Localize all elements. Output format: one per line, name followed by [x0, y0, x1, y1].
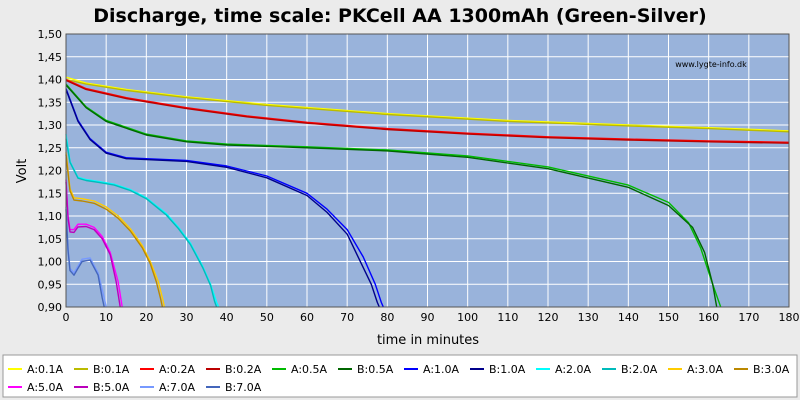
x-tick-label: 50 — [260, 311, 274, 324]
legend-label: A:0.1A — [27, 363, 64, 376]
legend-label: B:0.5A — [357, 363, 394, 376]
series-line — [65, 78, 790, 133]
x-tick-label: 180 — [779, 311, 800, 324]
legend-label: A:1.0A — [423, 363, 460, 376]
watermark: www.lygte-info.dk — [675, 60, 747, 69]
y-tick-label: 1,10 — [38, 210, 63, 223]
y-tick-label: 0,90 — [38, 301, 63, 314]
y-tick-label: 1,30 — [38, 119, 63, 132]
x-tick-label: 130 — [578, 311, 599, 324]
x-tick-label: 10 — [99, 311, 113, 324]
x-tick-label: 70 — [340, 311, 354, 324]
y-tick-label: 1,50 — [38, 28, 63, 41]
legend-label: A:3.0A — [687, 363, 724, 376]
chart-title: Discharge, time scale: PKCell AA 1300mAh… — [93, 5, 706, 27]
legend-label: A:7.0A — [159, 381, 196, 394]
legend-label: B:1.0A — [489, 363, 526, 376]
x-tick-label: 40 — [220, 311, 234, 324]
series-line — [65, 138, 218, 308]
x-tick-label: 30 — [180, 311, 194, 324]
y-tick-label: 1,20 — [38, 165, 63, 178]
series-line — [65, 89, 380, 308]
x-tick-label: 110 — [497, 311, 518, 324]
x-tick-label: 20 — [139, 311, 153, 324]
legend-label: B:0.1A — [93, 363, 130, 376]
series-line — [65, 79, 790, 144]
series-line — [65, 209, 105, 308]
series-line — [65, 152, 166, 308]
series-line — [65, 84, 718, 308]
x-tick-label: 160 — [698, 311, 719, 324]
y-tick-label: 1,05 — [38, 233, 63, 246]
legend-label: B:7.0A — [225, 381, 262, 394]
legend: A:0.1A B:0.1A A:0.2A B:0.2A A:0.5A B:0.5A A:1.… — [8, 363, 790, 394]
y-tick-label: 0,95 — [38, 278, 63, 291]
x-tick-label: 100 — [457, 311, 478, 324]
legend-label: B:3.0A — [753, 363, 790, 376]
x-tick-label: 90 — [421, 311, 435, 324]
series-line — [65, 78, 790, 143]
y-tick-labels: 0,90 0,95 1,00 1,05 1,10 1,15 1,20 1,25 1,30 1,35… — [38, 28, 63, 314]
x-tick-label: 170 — [738, 311, 759, 324]
legend-label: A:0.2A — [159, 363, 196, 376]
x-tick-label: 150 — [658, 311, 679, 324]
y-tick-label: 1,15 — [38, 187, 63, 200]
x-axis-label: time in minutes — [377, 333, 479, 348]
x-tick-label: 120 — [538, 311, 559, 324]
x-tick-label: 60 — [300, 311, 314, 324]
y-tick-label: 1,35 — [38, 96, 63, 109]
y-axis-label: Volt — [15, 159, 30, 184]
y-tick-label: 1,00 — [38, 256, 63, 269]
legend-label: B:2.0A — [621, 363, 658, 376]
x-tick-labels: 0 10 20 30 40 50 60 70 80 90 100 110 120 130 140 150 160… — [63, 311, 800, 324]
series-line — [65, 154, 164, 308]
plot-border — [65, 33, 790, 308]
x-tick-label: 140 — [618, 311, 639, 324]
series-line — [65, 76, 790, 132]
x-tick-label: 80 — [380, 311, 394, 324]
series-line — [65, 83, 722, 308]
series-line — [65, 181, 121, 308]
legend-label: A:2.0A — [555, 363, 592, 376]
grid-lines — [66, 34, 789, 307]
x-tick-label: 0 — [63, 311, 70, 324]
legend-label: A:5.0A — [27, 381, 64, 394]
y-tick-label: 1,25 — [38, 142, 63, 155]
legend-box — [2, 354, 798, 398]
legend-label: B:0.2A — [225, 363, 262, 376]
y-tick-label: 1,45 — [38, 51, 63, 64]
y-tick-label: 1,40 — [38, 74, 63, 87]
series-layer — [65, 76, 790, 308]
legend-label: A:0.5A — [291, 363, 328, 376]
legend-label: B:5.0A — [93, 381, 130, 394]
